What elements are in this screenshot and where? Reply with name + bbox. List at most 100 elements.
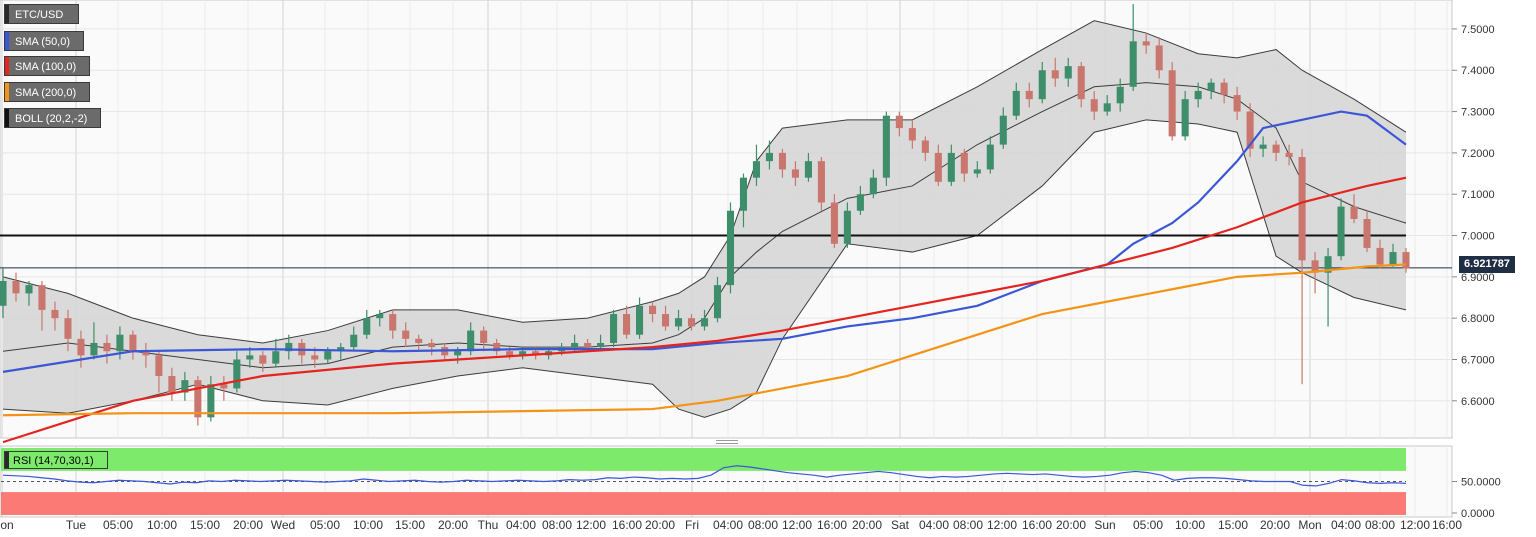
x-tick-label: 10:00	[353, 518, 383, 532]
legend-label: RSI (14,70,30,1)	[13, 455, 94, 467]
candle-body	[285, 342, 293, 352]
legend-sma-200[interactable]: SMA (200,0)	[4, 82, 90, 102]
legend-label: SMA (50,0)	[15, 36, 71, 48]
candle-body	[843, 210, 851, 244]
candle-body	[272, 351, 280, 364]
candle-body	[752, 161, 761, 178]
x-tick-label: 16:00	[817, 518, 847, 532]
x-tick-label: 16:00	[1022, 518, 1052, 532]
candle-body	[921, 140, 929, 153]
candle-body	[765, 152, 773, 162]
y-tick-label: 7.3000	[1461, 107, 1495, 119]
legend-rsi[interactable]: RSI (14,70,30,1)	[4, 451, 108, 469]
y-tick-label: 6.9000	[1461, 272, 1495, 284]
candle-body	[324, 351, 332, 360]
candle-body	[207, 384, 215, 418]
candle-body	[480, 330, 488, 343]
candle-body	[1038, 70, 1046, 100]
candle-body	[1090, 99, 1098, 112]
x-tick-label: 20:00	[1056, 518, 1086, 532]
candle-body	[895, 115, 903, 129]
x-tick-label: 08:00	[953, 518, 983, 532]
candle-body	[1051, 70, 1059, 79]
rsi-line	[2, 465, 1407, 487]
candle-body	[973, 169, 981, 174]
legend-etcusd[interactable]: ETC/USD	[4, 4, 79, 24]
candle-body	[1350, 206, 1358, 219]
candle-body	[246, 355, 254, 360]
candle-body	[168, 376, 176, 393]
candle-body	[869, 177, 877, 195]
candle-body	[1155, 45, 1163, 71]
legend-label: SMA (200,0)	[15, 87, 77, 99]
y-tick-label: 7.5000	[1461, 24, 1495, 36]
x-tick-label: 12:00	[576, 518, 606, 532]
candle-body	[1259, 144, 1267, 149]
x-tick-label: 05:00	[1133, 518, 1163, 532]
candle-body	[0, 280, 7, 306]
x-tick-label: 05:00	[310, 518, 340, 532]
x-tick-label: 20:00	[233, 518, 263, 532]
panel-resize-handle[interactable]	[716, 440, 738, 445]
candle-body	[1233, 95, 1241, 112]
legend-boll[interactable]: BOLL (20,2,-2)	[4, 108, 101, 128]
bollinger-middle-line	[2, 82, 1407, 369]
candle-body	[778, 152, 786, 170]
candle-body	[25, 285, 33, 294]
x-tick-label: 04:00	[919, 518, 949, 532]
x-tick-label: 08:00	[1365, 518, 1395, 532]
candle-body	[986, 144, 994, 170]
legend-sma-50[interactable]: SMA (50,0)	[4, 31, 84, 51]
x-tick-label: 15:00	[395, 518, 425, 532]
candle-body	[726, 210, 735, 286]
candle-body	[947, 152, 955, 182]
candle-body	[259, 355, 267, 364]
sma-50-line	[2, 110, 1407, 373]
y-tick-label: 6.6000	[1461, 396, 1495, 408]
candle-body	[363, 318, 371, 335]
legend-sma-100[interactable]: SMA (100,0)	[4, 56, 90, 76]
candle-body	[402, 330, 410, 339]
x-tick-label: Sun	[1094, 518, 1115, 532]
candle-body	[661, 314, 670, 327]
candle-body	[999, 115, 1007, 145]
moving-averages	[2, 110, 1407, 444]
candle-body	[1285, 152, 1293, 158]
x-tick-label: Sat	[891, 518, 910, 532]
candle-body	[155, 355, 163, 377]
candle-body	[1025, 90, 1033, 100]
x-tick-label: 10:00	[1175, 518, 1205, 532]
candle-body	[38, 285, 46, 310]
candle-body	[1272, 144, 1280, 153]
legend-label: ETC/USD	[15, 9, 64, 21]
legend-label: SMA (100,0)	[15, 61, 77, 73]
x-tick-label: 20:00	[645, 518, 675, 532]
candle-body	[1402, 252, 1410, 269]
x-tick-label: Thu	[478, 518, 499, 532]
y-tick-label: 6.7000	[1461, 354, 1495, 366]
candle-body	[129, 334, 137, 352]
y-tick-label: 6.8000	[1461, 313, 1495, 325]
candle-body	[116, 334, 124, 352]
candle-body	[1376, 247, 1384, 265]
x-tick-label: 20:00	[438, 518, 468, 532]
legend-swatch	[5, 452, 9, 468]
candle-body	[1142, 41, 1150, 46]
candle-body	[103, 342, 111, 352]
candle-body	[389, 314, 397, 331]
candle-body	[519, 351, 527, 356]
candle-body	[1168, 70, 1176, 137]
legend-swatch	[5, 109, 9, 127]
y-tick-label: 7.2000	[1461, 148, 1495, 160]
x-tick-label: 04:00	[506, 518, 536, 532]
x-tick-label: 16:00	[1432, 518, 1462, 532]
last-price-tag: 6.921787	[1459, 256, 1515, 273]
bollinger-band	[0, 20, 1452, 418]
candle-body	[1246, 111, 1254, 149]
candle-body	[830, 202, 838, 244]
candle-body	[1207, 82, 1215, 91]
candle-body	[12, 280, 20, 294]
x-tick-label: 08:00	[542, 518, 572, 532]
candle-body	[467, 330, 475, 352]
